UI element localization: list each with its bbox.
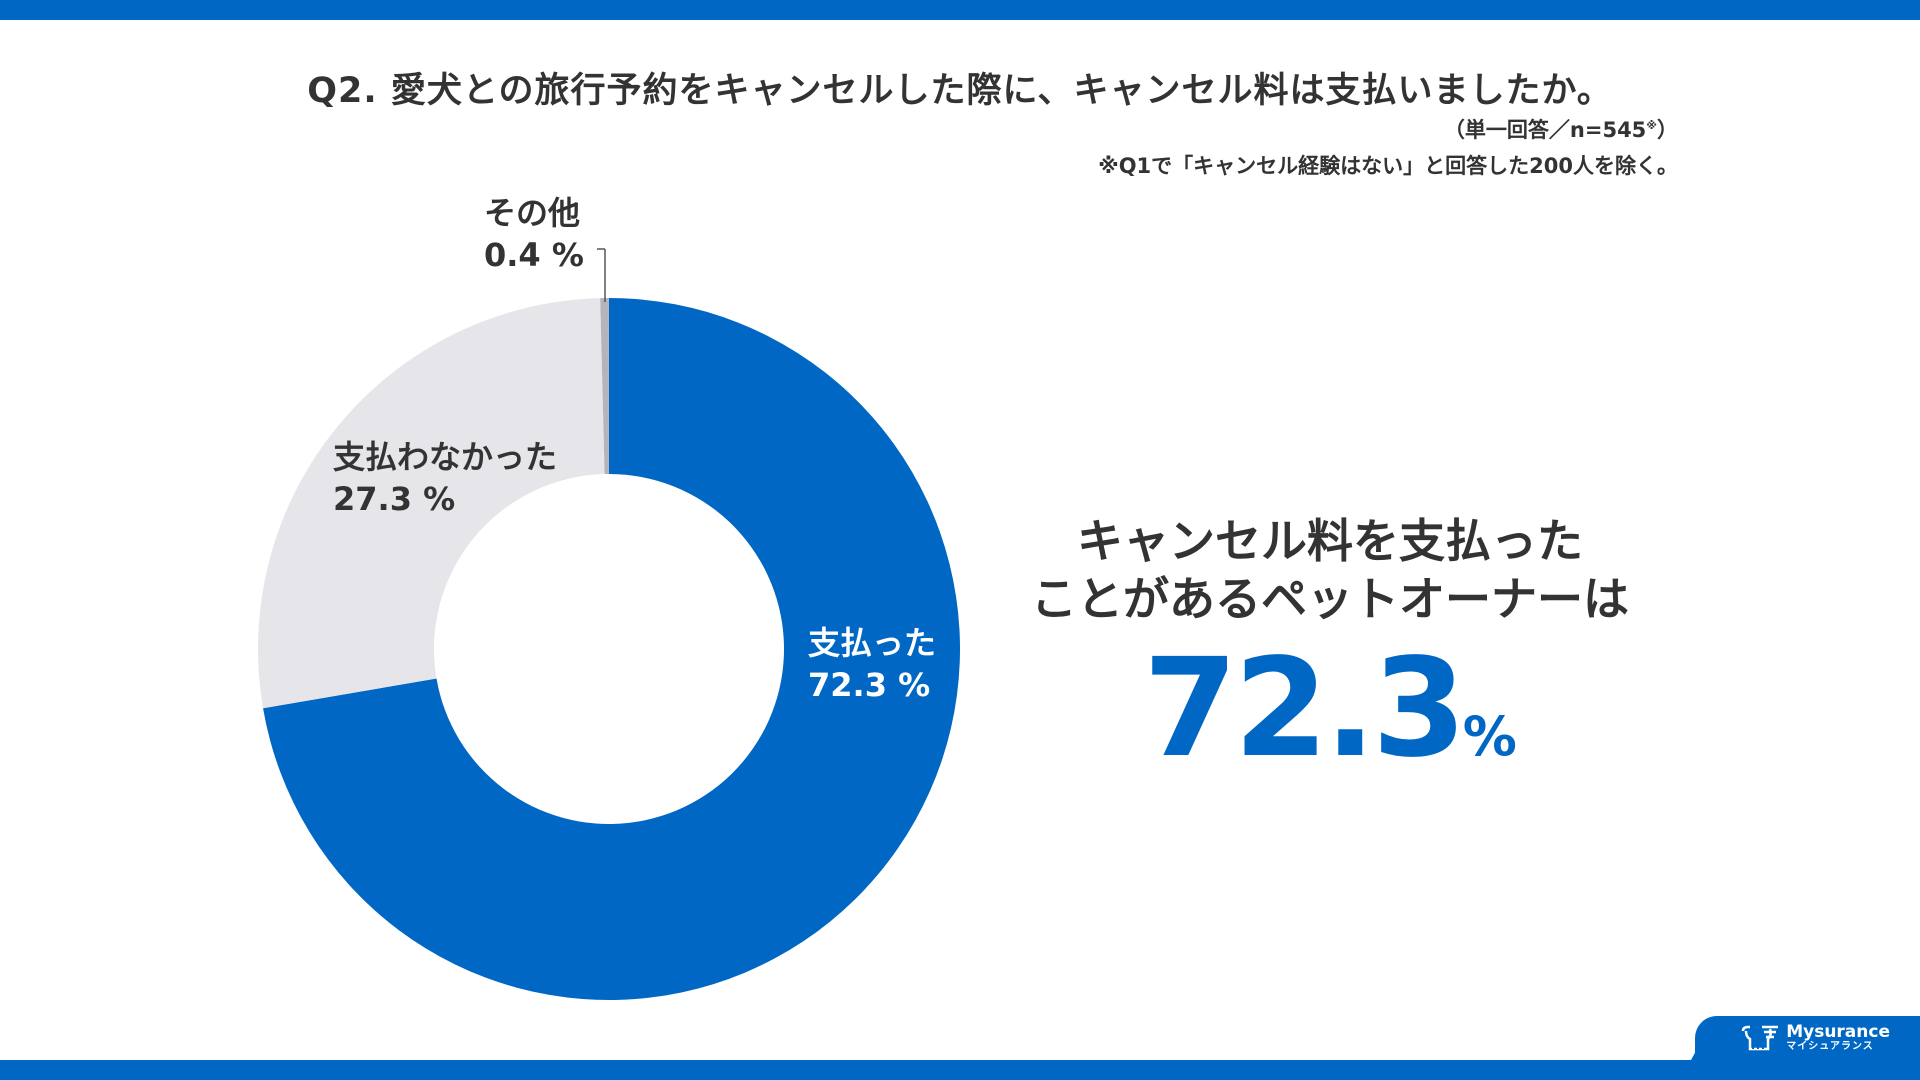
slice-name-not-paid: 支払わなかった [333,438,558,476]
highlight-value: 72.3% [960,630,1700,788]
highlight-number: 72.3 [1143,630,1467,788]
slice-label-paid: 支払った 72.3 % [808,622,936,706]
sample-size-text: （単一回答／n=545 [1443,118,1647,142]
sample-close: ） [1657,118,1678,142]
brand-logo: Mysurance マイシュアランス [1740,1023,1890,1053]
slice-value-not-paid: 27.3 % [333,480,456,518]
pegasus-icon [1741,1025,1779,1051]
slice-name-other: その他 [484,194,581,232]
sample-size-note: （単一回答／n=545※） [1444,114,1678,144]
slice-value-other: 0.4 % [484,236,584,274]
highlight-unit: % [1462,705,1517,768]
chart-title: Q2. 愛犬との旅行予約をキャンセルした際に、キャンセル料は支払いましたか。 [307,71,1613,111]
donut-slice-1 [258,298,605,709]
logo-tab [1695,1016,1920,1060]
slice-value-paid: 72.3 % [808,666,931,704]
donut-slice-0 [263,298,960,1000]
brand-name: Mysurance [1786,1022,1890,1042]
top-accent-bar [0,0,1920,20]
slice-label-not-paid: 支払わなかった 27.3 % [333,436,557,520]
headline: キャンセル料を支払った ことがあるペットオーナーは [960,512,1700,628]
headline-line-2: ことがあるペットオーナーは [1031,572,1629,626]
slice-name-paid: 支払った [808,624,937,662]
slice-label-other: その他 0.4 % [484,192,584,276]
brand-kana: マイシュアランス [1786,1041,1874,1052]
sample-mark: ※ [1646,119,1657,132]
bottom-accent-bar [0,1060,1920,1080]
headline-line-1: キャンセル料を支払った [1077,514,1583,568]
donut-slice-2 [600,298,609,475]
footnote: ※Q1で「キャンセル経験はない」と回答した200人を除く。 [1098,154,1678,178]
